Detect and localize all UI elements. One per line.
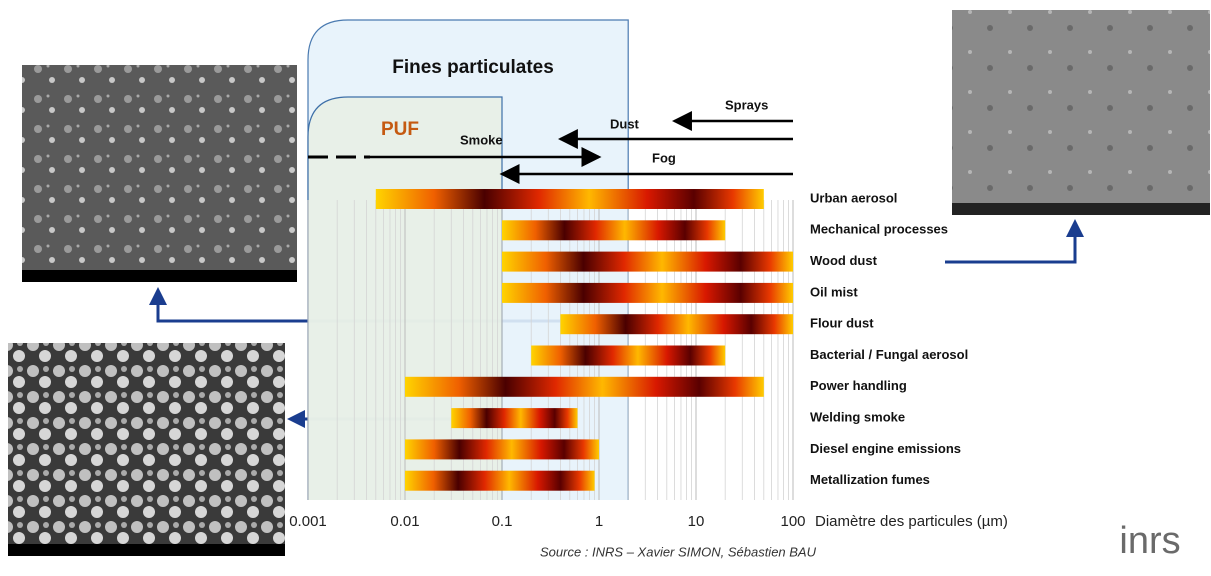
source-note: Source : INRS – Xavier SIMON, Sébastien … [540,544,817,559]
range-bar [502,283,793,303]
region-title: Fines particulates [392,57,554,78]
sem-image [8,343,285,556]
category-label: Diesel engine emissions [810,441,961,456]
range-bar [531,346,725,366]
range-bar [376,189,764,209]
x-axis-label: Diamètre des particules (µm) [815,513,1008,530]
category-label: Power handling [810,378,907,393]
category-label: Oil mist [810,284,858,299]
category-label: Metallization fumes [810,472,930,487]
category-label: Welding smoke [810,410,905,425]
x-tick-label: 1 [595,513,603,530]
x-tick-label: 0.01 [390,513,419,530]
category-label: Mechanical processes [810,222,948,237]
range-bar [502,252,793,272]
image-caption-bar [952,203,1210,215]
range-bar [451,408,577,428]
plot: Fines particulates PUF 0.001 0.01 0.1 1 10 100 D… [289,20,1008,530]
region-title: PUF [381,119,419,140]
category-label: Wood dust [810,253,878,268]
x-tick-label: 0.1 [492,513,513,530]
range-bar [560,314,793,334]
sem-image [22,65,297,282]
pointer-arrow [945,222,1075,262]
sem-image [952,10,1210,215]
image-caption-bar [22,270,297,282]
range-label: Fog [652,150,676,165]
range-bar [405,377,764,397]
x-tick-label: 0.001 [289,513,327,530]
infographic: Fines particulates PUF 0.001 0.01 0.1 1 10 100 D… [0,0,1211,576]
range-bar [502,220,725,240]
range-bar [405,439,599,459]
category-label: Bacterial / Fungal aerosol [810,347,968,362]
logo: inrs [1119,520,1180,562]
category-label: Flour dust [810,316,874,331]
x-tick-label: 10 [688,513,705,530]
range-label: Dust [610,116,640,131]
category-label: Urban aerosol [810,190,897,205]
range-bar [405,471,595,491]
range-label: Smoke [460,132,503,147]
x-tick-label: 100 [780,513,805,530]
image-caption-bar [8,544,285,556]
range-label: Sprays [725,97,768,112]
